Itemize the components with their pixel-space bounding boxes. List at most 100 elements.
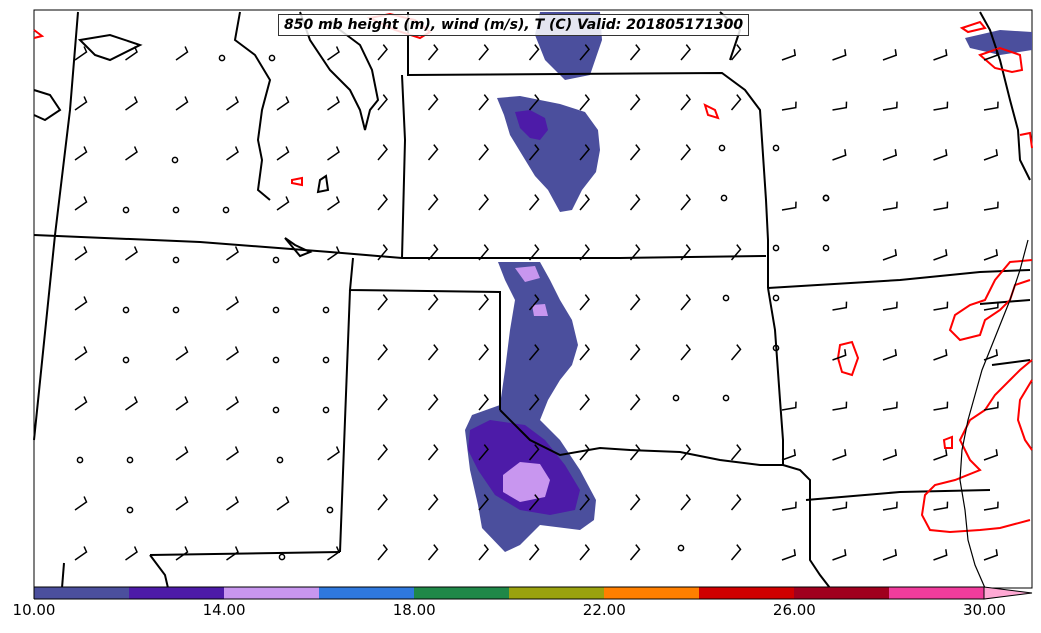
wind-barb — [579, 194, 590, 211]
wind-barb — [832, 101, 848, 111]
calm-wind-circle — [322, 406, 330, 414]
calm-wind-circle — [278, 553, 286, 561]
wind-barb — [226, 346, 239, 361]
wind-barb — [579, 144, 590, 161]
wind-barb — [327, 246, 340, 261]
wind-barb — [629, 444, 641, 461]
wind-barb — [478, 494, 489, 511]
wind-barb — [680, 494, 691, 511]
calm-wind-circle — [822, 194, 830, 202]
wind-barb — [74, 146, 88, 161]
wind-barb — [882, 301, 898, 311]
wind-barb — [226, 246, 239, 261]
wind-barb — [629, 94, 641, 111]
wind-barbs — [74, 44, 999, 561]
wind-barb — [781, 501, 797, 511]
wind-barb — [226, 546, 239, 561]
wind-barb — [882, 101, 898, 111]
wind-barb — [579, 94, 590, 111]
wind-barb — [680, 294, 691, 311]
wind-barb — [781, 201, 797, 211]
wind-barb — [832, 549, 847, 561]
wind-barb — [226, 496, 239, 511]
wind-barb — [832, 301, 848, 311]
colorbar-segment — [414, 587, 510, 599]
wind-barb — [933, 401, 949, 411]
wind-barb — [933, 549, 948, 561]
wind-barb — [226, 146, 239, 161]
wind-barb — [579, 544, 590, 561]
wind-barb — [832, 349, 847, 361]
wind-barb — [882, 49, 898, 61]
wind-barb — [579, 494, 590, 511]
wind-barb — [983, 101, 999, 111]
calm-wind-circle — [268, 54, 276, 62]
colorbar — [33, 586, 1033, 600]
colorbar-segment — [319, 587, 415, 599]
calm-wind-circle — [718, 144, 726, 152]
wind-barb — [125, 146, 138, 161]
shading-small-peak — [532, 304, 548, 316]
wind-barb — [478, 544, 489, 561]
wind-barb — [983, 401, 999, 411]
wind-barb — [832, 449, 847, 461]
wind-barb — [427, 94, 439, 111]
wind-barb — [882, 449, 898, 461]
wind-barb — [579, 44, 590, 61]
wind-barb — [730, 44, 742, 61]
calm-wind-circle — [772, 294, 780, 302]
calm-wind-circle — [122, 206, 130, 214]
wind-barb — [680, 194, 691, 211]
wind-barb — [427, 544, 439, 561]
wind-barb — [680, 344, 691, 361]
calm-wind-circle — [720, 194, 728, 202]
wind-barb — [528, 244, 540, 261]
wind-barb — [528, 94, 540, 111]
wind-barb — [983, 249, 999, 261]
wind-barb — [478, 94, 489, 111]
wind-barb — [327, 196, 340, 211]
wind-barb — [276, 146, 290, 161]
wind-barb — [175, 546, 189, 561]
wind-barb — [74, 546, 88, 561]
colorbar-tick-label: 18.00 — [392, 601, 436, 619]
wind-barb — [528, 494, 540, 511]
wind-barb — [478, 244, 489, 261]
calm-wind-circle — [272, 406, 280, 414]
wind-barb — [933, 349, 948, 361]
wind-barb — [226, 446, 239, 461]
wind-barb — [74, 496, 88, 511]
wind-barb — [629, 194, 641, 211]
wind-barb — [730, 344, 742, 361]
wind-barb — [74, 196, 88, 211]
wind-barb — [629, 294, 641, 311]
wind-barb — [528, 344, 540, 361]
wind-barb — [377, 444, 388, 461]
wind-barb — [74, 346, 88, 361]
wind-barb — [427, 394, 439, 411]
colorbar-segment — [34, 587, 130, 599]
calm-wind-circle — [126, 456, 134, 464]
shading-northeast — [965, 30, 1032, 55]
wind-barb — [478, 144, 489, 161]
wind-barb — [983, 501, 999, 511]
wind-barb — [276, 196, 290, 211]
wind-barb — [377, 194, 388, 211]
wind-barb — [226, 296, 239, 311]
calm-wind-circle — [722, 294, 730, 302]
wind-barb — [276, 96, 290, 111]
wind-barb — [983, 549, 999, 561]
calm-wind-circles — [76, 54, 830, 561]
wind-barb — [882, 201, 898, 211]
wind-barb — [933, 249, 948, 261]
wind-barb — [781, 549, 797, 561]
wind-barb — [882, 149, 898, 161]
wind-barb — [781, 101, 797, 111]
calm-wind-circle — [172, 256, 180, 264]
wind-barb — [528, 294, 540, 311]
wind-barb — [528, 194, 540, 211]
colorbar-segment — [224, 587, 320, 599]
wind-barb — [377, 344, 388, 361]
wind-barb — [226, 96, 239, 111]
calm-wind-circle — [272, 356, 280, 364]
